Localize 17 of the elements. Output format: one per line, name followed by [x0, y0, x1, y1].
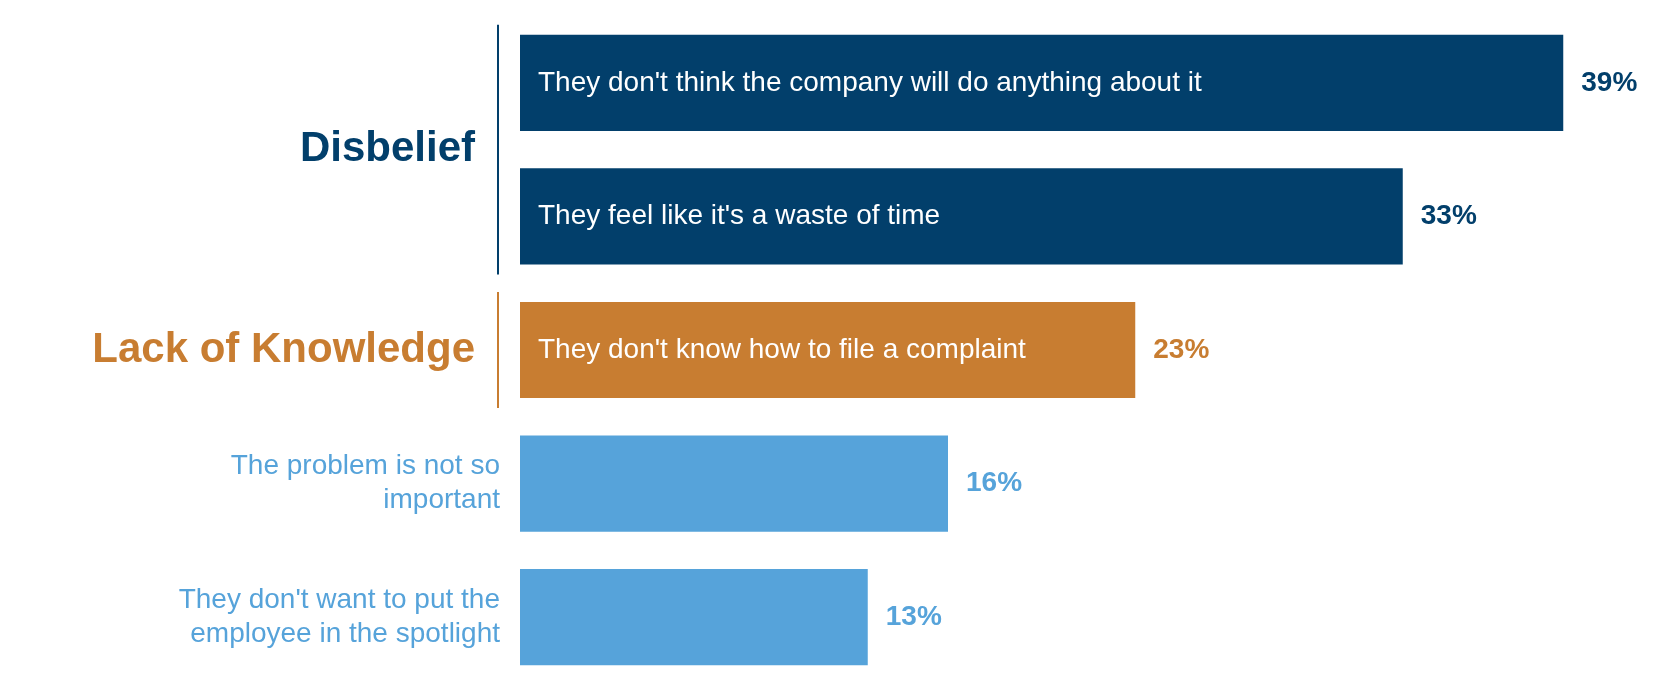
series-label: Disbelief: [299, 123, 477, 171]
y-tick-label: They don't want to put the employee in the spotlight: [178, 582, 501, 648]
y-tick-label: The problem is not so important: [230, 449, 501, 515]
y-tick-label: They feel like it's a waste of time: [538, 199, 941, 231]
data-label: 13%: [885, 599, 942, 631]
bar: [520, 569, 868, 666]
data-label: 33%: [1420, 199, 1477, 231]
data-label: 16%: [966, 466, 1023, 498]
bar: [520, 168, 1403, 265]
series-label: Lack of Knowledge: [92, 323, 475, 371]
data-label: 39%: [1581, 65, 1638, 97]
bar: [520, 34, 1564, 131]
y-tick-label: They don't think the company will do anything about it: [538, 65, 1202, 97]
bar: [520, 301, 1136, 399]
bar: [520, 435, 948, 532]
y-tick-label: They don't know how to file a complaint: [538, 332, 1027, 364]
data-label: 23%: [1153, 332, 1210, 364]
